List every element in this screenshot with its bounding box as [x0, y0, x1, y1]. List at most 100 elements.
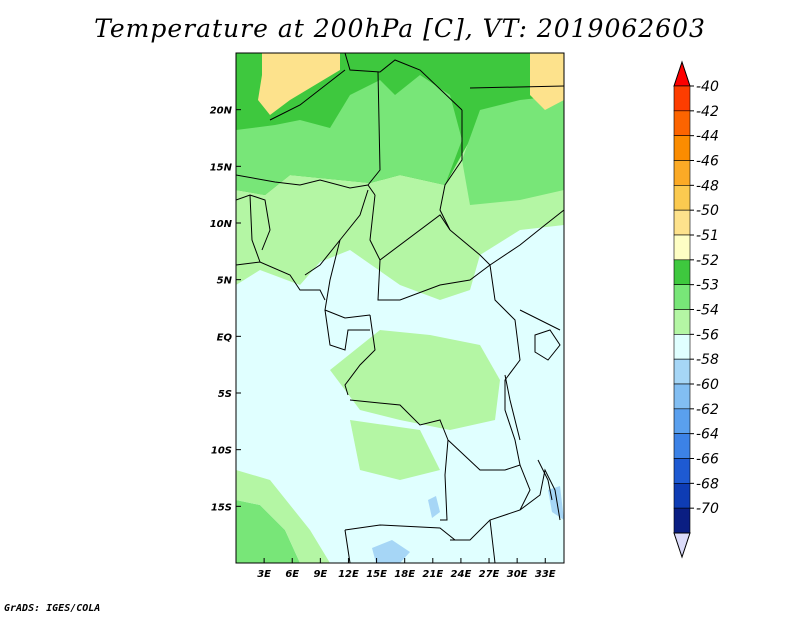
border-angola-east: [440, 439, 449, 521]
band-minus-53-ne: [462, 95, 564, 205]
colorbar-level-label: -58: [696, 352, 719, 368]
colorbar-level-label: -40: [696, 79, 719, 95]
lat-tick-label: EQ: [217, 332, 233, 343]
colorbar-swatch: [673, 458, 691, 484]
border-chad-sudan: [439, 110, 463, 231]
colorbar-level-label: -48: [696, 178, 719, 194]
colorbar-bottom-arrow: [673, 532, 691, 559]
border-car-south: [377, 259, 491, 301]
colorbar-level-label: -68: [696, 476, 719, 492]
band-minus-53-north: [236, 75, 462, 195]
band-minus-54-south: [350, 420, 440, 480]
border-zambia: [447, 439, 531, 541]
country-borders: [236, 53, 564, 563]
colorbar-level-label: -64: [696, 427, 719, 443]
border-lake-malawi: [537, 459, 553, 501]
lat-tick-label: 15N: [210, 162, 233, 173]
border-south-sudan: [449, 209, 564, 266]
border-lake-tanganyika: [504, 374, 521, 441]
lon-tick-label: 27E: [479, 569, 500, 580]
band-minus-50: [258, 53, 340, 115]
colorbar-swatch: [673, 259, 691, 285]
colorbar-level-label: -42: [696, 104, 719, 120]
lon-tick-label: 12E: [338, 569, 359, 580]
band-minus-50-ne: [530, 53, 564, 110]
border-mozambique: [519, 468, 561, 521]
colorbar: -40 -42 -44 -46 -48 -50 -51 -52 -53 -54 -56 -58 -60 -…: [673, 60, 719, 559]
border-zimbabwe: [489, 519, 496, 563]
lat-tick-label: 10S: [211, 446, 232, 457]
map-frame: [235, 52, 565, 564]
colorbar-swatch: [673, 433, 691, 459]
border-namibia-inner: [344, 529, 351, 563]
lon-tick-label: 30E: [507, 569, 528, 580]
lon-tick-label: 3E: [257, 569, 271, 580]
lat-tick-label: 5N: [217, 276, 233, 287]
colorbar-swatch: [673, 507, 691, 534]
border-west-africa: [236, 194, 271, 251]
colorbar-level-label: -51: [696, 228, 719, 244]
border-kenya: [519, 309, 561, 331]
colorbar-swatch: [673, 185, 691, 211]
border-gabon: [324, 309, 370, 351]
lon-tick-label: 15E: [366, 569, 387, 580]
lat-tick-label: 10N: [210, 219, 233, 230]
temperature-field: [236, 53, 564, 563]
band-minus-58-b: [428, 496, 440, 518]
colorbar-level-label: -50: [696, 203, 719, 219]
colorbar-level-label: -62: [696, 402, 719, 418]
lat-tick-label: 15S: [211, 502, 232, 513]
colorbar-swatch: [673, 234, 691, 261]
band-minus-58-a: [372, 540, 410, 563]
colorbar-level-label: -66: [696, 452, 719, 468]
colorbar-swatch: [673, 483, 691, 509]
lon-tick-label: 21E: [422, 569, 443, 580]
colorbar-level-label: -60: [696, 377, 719, 393]
colorbar-top-arrow: [673, 60, 691, 87]
colorbar-level-label: -54: [696, 303, 719, 319]
border-sahel-west: [249, 194, 261, 263]
border-drc-east: [489, 264, 521, 466]
colorbar-level-label: -53: [696, 278, 719, 294]
map-title: Temperature at 200hPa [C], VT: 201906260…: [94, 14, 706, 43]
border-algeria: [269, 69, 346, 121]
border-mali-niger: [236, 174, 369, 189]
border-lake-victoria: [534, 329, 561, 361]
border-niger-chad: [367, 71, 381, 196]
border-angola-namibia: [344, 524, 456, 541]
colorbar-level-label: -56: [696, 327, 719, 343]
border-libya-north: [344, 53, 463, 111]
longitude-axis: 3E 6E 9E 12E 15E 18E 21E 24E 27E 30E 33E: [257, 558, 556, 580]
band-minus-54-sw: [236, 470, 330, 563]
colorbar-level-label: -46: [696, 154, 719, 170]
colorbar-swatch: [673, 284, 691, 310]
lon-tick-label: 18E: [394, 569, 415, 580]
colorbar-level-label: -70: [696, 501, 719, 517]
border-congo-drc: [344, 314, 376, 396]
lon-tick-label: 33E: [535, 569, 556, 580]
lat-tick-label: 20N: [210, 106, 233, 117]
colorbar-level-label: -44: [696, 129, 719, 145]
band-minus-53-sw: [236, 500, 300, 563]
colorbar-swatch: [673, 110, 691, 136]
colorbar-swatch: [673, 209, 691, 236]
colorbar-swatch: [673, 383, 691, 410]
colorbar-level-label: -52: [696, 253, 719, 269]
border-egypt-sudan: [469, 85, 564, 89]
colorbar-swatch: [673, 85, 691, 112]
border-angola-north: [349, 399, 449, 441]
lon-tick-label: 24E: [451, 569, 472, 580]
colorbar-swatch: [673, 408, 691, 434]
colorbar-swatch: [673, 309, 691, 335]
border-coast-gulf: [236, 261, 326, 301]
grads-credit: GrADS: IGES/COLA: [4, 603, 101, 614]
lat-tick-label: 5S: [218, 389, 232, 400]
band-minus-54-central: [330, 330, 500, 430]
colorbar-swatch: [673, 160, 691, 186]
colorbar-swatch: [673, 135, 691, 161]
lon-tick-label: 6E: [285, 569, 299, 580]
colorbar-swatch: [673, 358, 691, 385]
lon-tick-label: 9E: [313, 569, 327, 580]
colorbar-swatch: [673, 334, 691, 360]
